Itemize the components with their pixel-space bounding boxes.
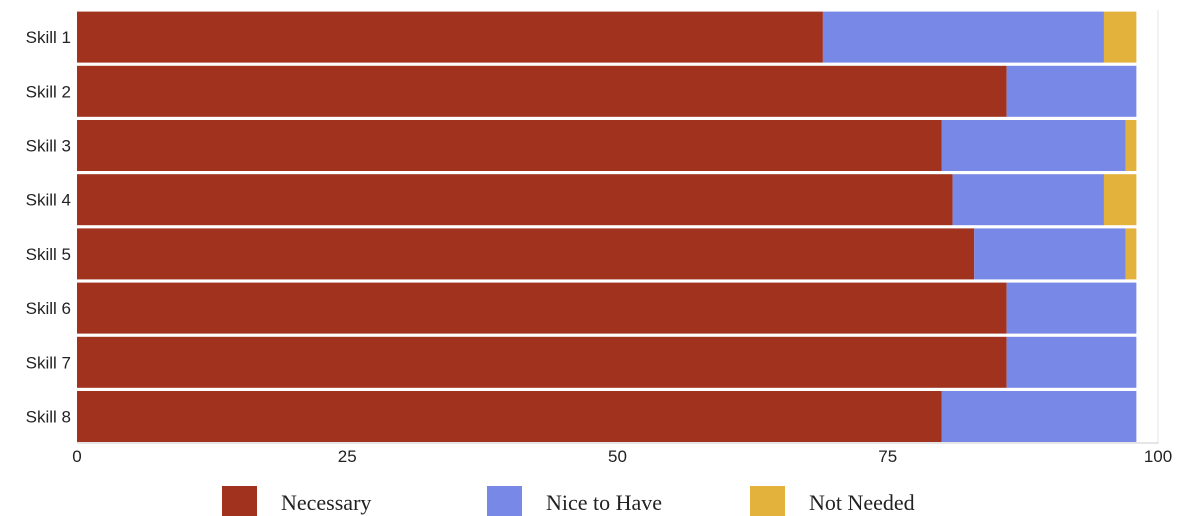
category-label: Skill 1 — [26, 28, 71, 47]
bar-segment-necessary — [77, 174, 953, 226]
category-labels: Skill 1 Skill 2 Skill 3 Skill 4 Skill 5 Skill… — [26, 28, 71, 426]
legend-label: Necessary — [281, 490, 371, 515]
bar-segment-necessary — [77, 391, 942, 442]
x-tick-label: 100 — [1144, 447, 1172, 466]
x-tick-label: 25 — [338, 447, 357, 466]
category-label: Skill 5 — [26, 245, 71, 264]
category-label: Skill 8 — [26, 408, 71, 427]
bar-segment-nice-to-have — [974, 228, 1126, 280]
category-label: Skill 7 — [26, 353, 71, 372]
bar-segment-necessary — [77, 282, 1007, 334]
bar-segment-nice-to-have — [941, 120, 1126, 171]
x-tick-label: 50 — [608, 447, 627, 466]
bar-segment-necessary — [77, 65, 1007, 117]
bar-segment-not-needed — [1103, 11, 1137, 63]
legend-swatch — [222, 486, 257, 516]
category-label: Skill 6 — [26, 299, 71, 318]
legend-label: Not Needed — [809, 490, 915, 515]
bar-segment-nice-to-have — [1006, 282, 1137, 334]
x-tick-label: 75 — [878, 447, 897, 466]
bar-segment-necessary — [77, 11, 823, 63]
x-axis-tick-labels: 0 25 50 75 100 — [72, 447, 1172, 466]
legend-swatch — [487, 486, 522, 516]
legend: Necessary Nice to Have Not Needed — [222, 486, 915, 516]
legend-swatch — [750, 486, 785, 516]
bar-segment-nice-to-have — [1006, 336, 1137, 388]
legend-label: Nice to Have — [546, 490, 662, 515]
bar-segment-nice-to-have — [822, 11, 1104, 63]
category-label: Skill 3 — [26, 137, 71, 156]
bar-segment-not-needed — [1103, 174, 1137, 226]
bar-segment-necessary — [77, 120, 942, 171]
bar-segment-necessary — [77, 336, 1007, 388]
bar-segment-nice-to-have — [952, 174, 1104, 226]
x-tick-label: 0 — [72, 447, 81, 466]
bar-segment-not-needed — [1125, 120, 1137, 171]
bar-segment-not-needed — [1125, 228, 1137, 280]
category-label: Skill 4 — [26, 191, 71, 210]
bar-segment-nice-to-have — [941, 391, 1137, 442]
bar-segment-necessary — [77, 228, 975, 280]
category-label: Skill 2 — [26, 82, 71, 101]
bar-segment-nice-to-have — [1006, 65, 1137, 117]
bars-group — [77, 11, 1137, 442]
